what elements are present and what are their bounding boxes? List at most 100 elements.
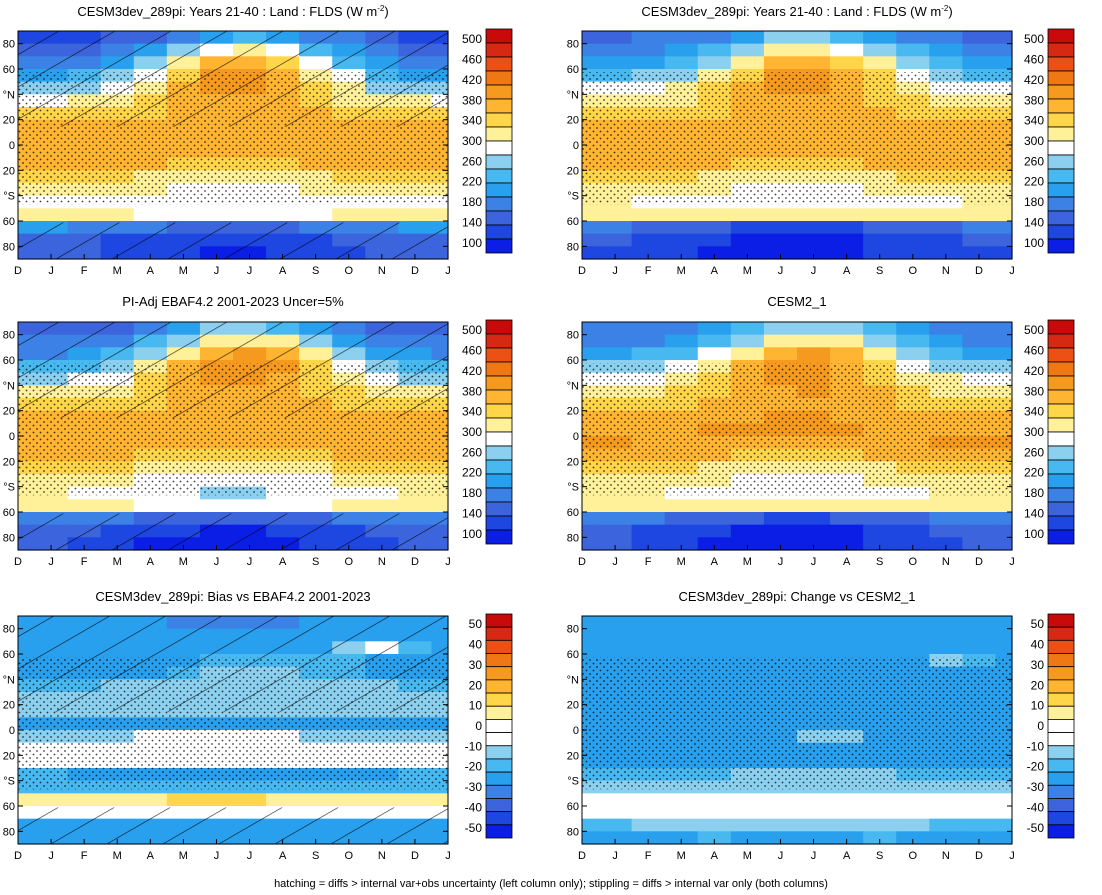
heatmap-cell	[598, 43, 633, 57]
heatmap-cell	[730, 628, 765, 642]
hatch-overlay	[18, 807, 448, 844]
x-tick-label: A	[147, 556, 155, 568]
colorbar-box	[1047, 84, 1075, 100]
colorbar-box	[485, 431, 513, 447]
x-tick-label: M	[179, 850, 188, 862]
hatch-overlay	[18, 322, 448, 418]
colorbar-box	[1047, 745, 1075, 760]
x-tick-label: M	[677, 556, 686, 568]
colorbar-label: 220	[1024, 466, 1044, 480]
colorbar-box	[1047, 653, 1075, 668]
heatmap-cell	[697, 334, 732, 348]
y-tick-label: °N	[567, 674, 579, 686]
colorbar-label: 420	[1024, 364, 1044, 378]
heatmap-cell	[863, 628, 897, 642]
heatmap-cell	[582, 233, 600, 247]
heatmap-cell	[598, 56, 633, 70]
x-tick-label: S	[312, 556, 319, 568]
heatmap-cell	[631, 641, 666, 655]
colorbar-box	[1047, 445, 1075, 461]
heatmap-cell	[763, 43, 798, 57]
heatmap-cell	[664, 31, 699, 45]
heatmap-cell	[631, 246, 666, 260]
colorbar-label: 100	[1024, 236, 1044, 250]
colorbar-box	[1047, 692, 1075, 707]
heatmap-cell	[664, 208, 699, 222]
colorbar-label: 0	[1037, 719, 1044, 733]
colorbar-label: -20	[1027, 760, 1045, 774]
heatmap-cell	[763, 524, 798, 538]
heatmap-cell	[299, 208, 333, 222]
heatmap-cell	[598, 347, 633, 361]
heatmap-cell	[697, 56, 732, 70]
heatmap-cell	[664, 641, 699, 655]
heatmap-cell	[631, 793, 666, 807]
colorbar-box	[1047, 431, 1075, 447]
x-tick-label: J	[612, 265, 618, 277]
y-tick-label: °S	[3, 776, 15, 788]
heatmap-cell	[697, 221, 732, 235]
colorbar-label: 420	[462, 73, 482, 87]
colorbar-box	[485, 98, 513, 114]
colorbar-box	[1047, 771, 1075, 786]
x-tick-label: M	[179, 265, 188, 277]
heatmap-cell	[730, 818, 765, 832]
heatmap-cell	[763, 347, 798, 361]
y-tick-label: 20	[567, 700, 579, 712]
heatmap-cell	[797, 43, 831, 57]
y-tick-label: 20	[3, 456, 15, 468]
x-tick-label: J	[214, 265, 220, 277]
colorbar-box	[485, 758, 513, 773]
heatmap-cell	[631, 43, 666, 57]
colorbar-box	[485, 361, 513, 377]
heatmap-cell	[929, 537, 963, 551]
colorbar-label: 500	[1024, 323, 1044, 337]
colorbar-box	[1047, 501, 1075, 517]
heatmap-cell	[664, 233, 699, 247]
y-tick-label: 20	[3, 700, 15, 712]
colorbar-box	[485, 529, 513, 545]
heatmap-cell	[631, 499, 666, 513]
x-tick-label: J	[1009, 850, 1015, 862]
colorbar-box	[485, 692, 513, 707]
stipple-overlay	[582, 72, 1012, 205]
heatmap-cell	[896, 221, 930, 235]
colorbar-box	[485, 403, 513, 419]
heatmap-cell	[995, 233, 1013, 247]
heatmap-cell	[730, 233, 765, 247]
colorbar-box	[485, 417, 513, 433]
x-tick-label: J	[612, 556, 618, 568]
heatmap-cell	[962, 31, 997, 45]
heatmap-cell	[896, 512, 930, 526]
y-tick-label: 60	[3, 507, 15, 519]
colorbar-box	[1047, 705, 1075, 720]
heatmap-cell	[697, 818, 732, 832]
heatmap-cell	[929, 347, 963, 361]
heatmap-cell	[664, 793, 699, 807]
heatmap-cell	[863, 831, 897, 845]
x-tick-label: O	[344, 850, 353, 862]
heatmap-cell	[100, 793, 135, 807]
heatmap-cell	[797, 831, 831, 845]
y-tick-label: 20	[3, 406, 15, 418]
heatmap-cell	[631, 512, 666, 526]
heatmap-cell	[18, 499, 36, 513]
heatmap-cell	[398, 793, 433, 807]
heatmap-cell	[631, 831, 666, 845]
heatmap-cell	[763, 233, 798, 247]
colorbar-box	[485, 445, 513, 461]
heatmap-cell	[582, 628, 600, 642]
heatmap-cell	[763, 208, 798, 222]
heatmap-cell	[896, 806, 930, 820]
y-tick-label: 20	[567, 750, 579, 762]
x-tick-label: A	[279, 556, 287, 568]
colorbar-box	[1047, 389, 1075, 405]
heatmap-cell	[962, 831, 997, 845]
heatmap-cell	[598, 793, 633, 807]
colorbar-box	[1047, 361, 1075, 377]
colorbar-box	[1047, 140, 1075, 156]
heatmap-cell	[962, 208, 997, 222]
heatmap-cell	[929, 628, 963, 642]
colorbar: 500 460 420 380 340 300 260 220 180 140 100	[462, 28, 513, 254]
